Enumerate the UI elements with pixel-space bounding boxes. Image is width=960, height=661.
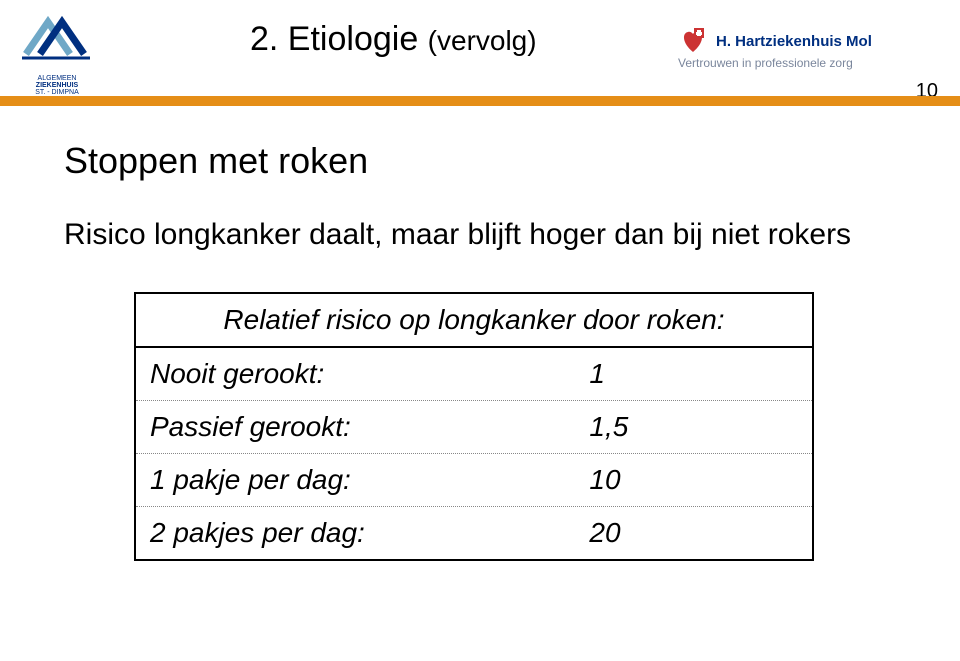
logo-left-line2: ZIEKENHUIS bbox=[18, 82, 96, 89]
logo-left-line3: ST. - DIMPNA bbox=[18, 89, 96, 96]
row-label: 2 pakjes per dag: bbox=[136, 507, 575, 559]
slide-title: 2. Etiologie (vervolg) bbox=[250, 20, 537, 59]
row-label: Passief gerookt: bbox=[136, 401, 575, 453]
content-heading: Stoppen met roken bbox=[64, 140, 896, 182]
row-label: 1 pakje per dag: bbox=[136, 454, 575, 506]
row-value: 1,5 bbox=[575, 401, 812, 453]
logo-left-line1: ALGEMEEN bbox=[18, 75, 96, 82]
title-main: 2. Etiologie bbox=[250, 20, 428, 58]
hospital-logo-left: ALGEMEEN ZIEKENHUIS ST. - DIMPNA bbox=[18, 14, 96, 94]
risk-table: Relatief risico op longkanker door roken… bbox=[134, 292, 814, 561]
content-description: Risico longkanker daalt, maar blijft hog… bbox=[64, 218, 896, 252]
slide-content: Stoppen met roken Risico longkanker daal… bbox=[64, 140, 896, 561]
table-caption: Relatief risico op longkanker door roken… bbox=[136, 294, 812, 346]
header-divider-bar bbox=[0, 96, 960, 106]
logo-right-subtitle: Vertrouwen in professionele zorg bbox=[678, 56, 938, 70]
table-row: Passief gerookt: 1,5 bbox=[136, 401, 812, 454]
hospital-logo-right: H. Hartziekenhuis Mol Vertrouwen in prof… bbox=[678, 26, 938, 70]
logo-right-title: H. Hartziekenhuis Mol bbox=[716, 33, 872, 50]
title-suffix: (vervolg) bbox=[428, 25, 537, 56]
az-logo-icon bbox=[18, 14, 96, 70]
table-row: Nooit gerookt: 1 bbox=[136, 348, 812, 401]
slide-header: ALGEMEEN ZIEKENHUIS ST. - DIMPNA 2. Etio… bbox=[0, 0, 960, 116]
table-row: 1 pakje per dag: 10 bbox=[136, 454, 812, 507]
row-value: 20 bbox=[575, 507, 812, 559]
row-label: Nooit gerookt: bbox=[136, 348, 575, 400]
row-value: 10 bbox=[575, 454, 812, 506]
row-value: 1 bbox=[575, 348, 812, 400]
heart-hospital-icon bbox=[678, 26, 708, 56]
table-row: 2 pakjes per dag: 20 bbox=[136, 507, 812, 559]
table-caption-row: Relatief risico op longkanker door roken… bbox=[136, 294, 812, 348]
